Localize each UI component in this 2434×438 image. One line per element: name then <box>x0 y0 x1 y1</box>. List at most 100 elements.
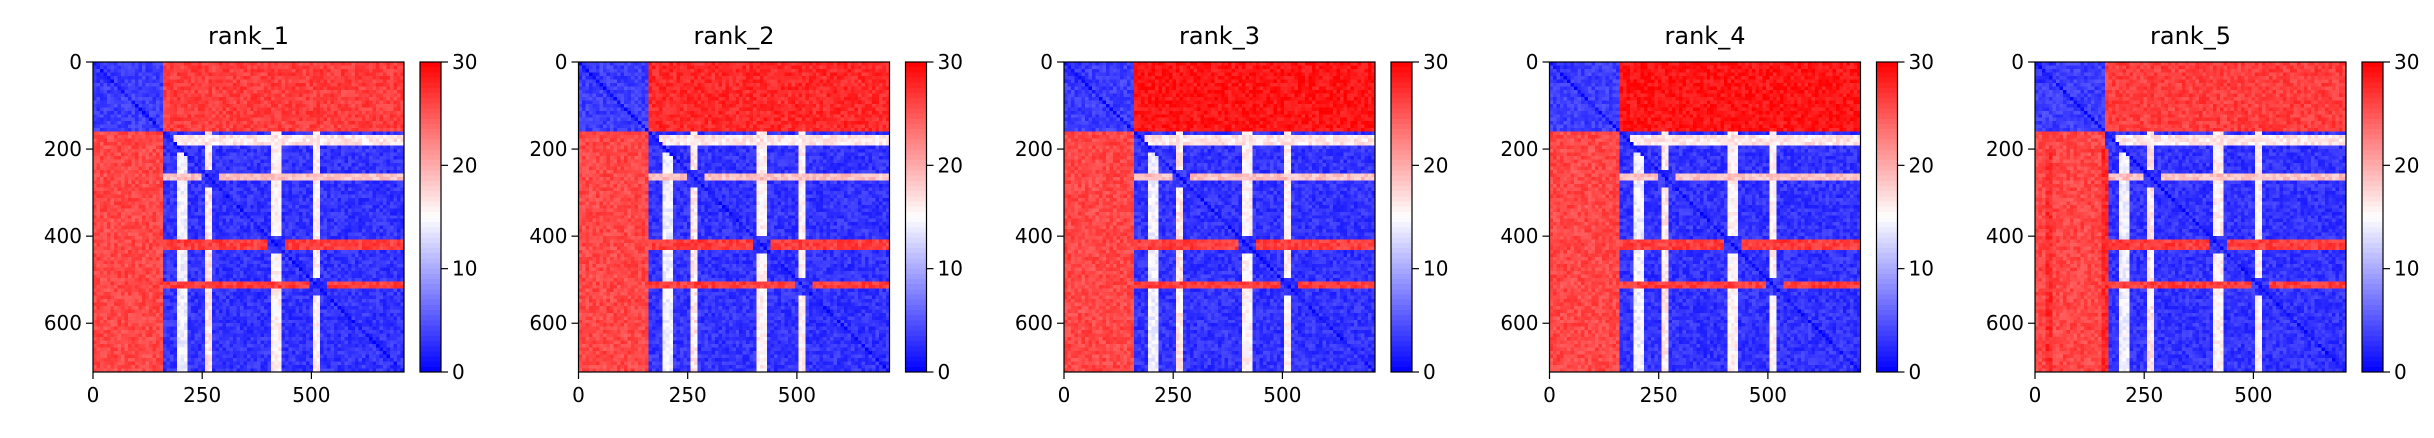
heatmap-cell <box>260 218 265 223</box>
heatmap-cell <box>124 107 129 112</box>
heatmap-cell <box>372 131 377 136</box>
heatmap-cell <box>365 208 370 213</box>
heatmap-cell <box>351 142 356 147</box>
heatmap-cell <box>299 222 304 227</box>
heatmap-cell <box>271 218 276 223</box>
heatmap-cell <box>148 68 153 74</box>
heatmap-cell <box>117 79 122 84</box>
heatmap-cell <box>96 152 101 157</box>
heatmap-cell <box>96 100 101 105</box>
heatmap-cell <box>138 218 143 223</box>
heatmap-cell <box>386 197 391 202</box>
heatmap-cell <box>124 100 129 105</box>
heatmap-cell <box>162 131 167 136</box>
heatmap-cell <box>194 176 199 182</box>
heatmap-cell <box>313 149 318 154</box>
heatmap-cell <box>120 194 126 199</box>
heatmap-cell <box>131 183 136 188</box>
heatmap-cell <box>379 96 384 101</box>
heatmap-cell <box>106 145 112 150</box>
heatmap-cell <box>162 152 167 157</box>
heatmap-cell <box>278 215 283 220</box>
heatmap-cell <box>372 246 377 251</box>
heatmap-cell <box>127 173 133 178</box>
heatmap-cell <box>285 211 290 216</box>
heatmap-cell <box>397 121 402 126</box>
heatmap-cell <box>218 232 223 237</box>
heatmap-cell <box>400 239 405 244</box>
heatmap-cell <box>159 82 164 87</box>
heatmap-cell <box>208 103 213 108</box>
heatmap-cell <box>285 114 290 119</box>
heatmap-cell <box>218 243 223 248</box>
heatmap-cell <box>225 82 230 87</box>
heatmap-cell <box>348 169 353 175</box>
heatmap-cell <box>386 204 391 209</box>
heatmap-cell <box>288 89 293 94</box>
heatmap-cell <box>316 152 321 157</box>
heatmap-cell <box>344 208 349 213</box>
heatmap-cell <box>169 180 174 185</box>
heatmap-cell <box>222 243 227 248</box>
heatmap-cell <box>148 110 153 115</box>
heatmap-cell <box>306 142 311 147</box>
heatmap-cell <box>271 100 276 105</box>
heatmap-cell <box>246 218 251 223</box>
heatmap-cell <box>372 100 377 105</box>
heatmap-cell <box>117 82 122 87</box>
heatmap-cell <box>134 246 140 251</box>
heatmap-cell <box>351 72 356 77</box>
heatmap-cell <box>383 145 388 150</box>
heatmap-cell <box>124 208 129 213</box>
heatmap-cell <box>351 110 356 115</box>
heatmap-cell <box>267 180 272 185</box>
heatmap-cell <box>316 82 321 87</box>
heatmap-cell <box>201 166 206 171</box>
heatmap-cell <box>341 96 346 101</box>
heatmap-cell <box>253 152 258 157</box>
heatmap-cell <box>379 253 384 258</box>
heatmap-cell <box>134 253 140 258</box>
heatmap-cell <box>103 239 108 244</box>
heatmap-cell <box>239 149 244 154</box>
heatmap-cell <box>271 236 276 241</box>
heatmap-cell <box>113 204 119 209</box>
heatmap-cell <box>176 82 181 87</box>
heatmap-cell <box>246 135 251 140</box>
heatmap-cell <box>103 183 108 188</box>
heatmap-cell <box>257 138 262 143</box>
heatmap-cell <box>274 176 279 182</box>
heatmap-cell <box>348 96 353 101</box>
heatmap-cell <box>232 131 237 136</box>
heatmap-cell <box>201 72 206 77</box>
heatmap-cell <box>397 250 402 255</box>
heatmap-cell <box>334 194 339 199</box>
heatmap-cell <box>190 173 195 178</box>
heatmap-cell <box>155 194 160 199</box>
heatmap-cell <box>383 107 388 112</box>
heatmap-cell <box>365 204 370 209</box>
heatmap-cell <box>369 253 374 258</box>
heatmap-cell <box>152 145 157 150</box>
heatmap-cell <box>134 156 140 161</box>
heatmap-cell <box>365 107 370 112</box>
heatmap-cell <box>166 204 171 209</box>
heatmap-cell <box>134 229 140 234</box>
heatmap-cell <box>99 246 105 251</box>
heatmap-cell <box>180 124 185 129</box>
heatmap-cell <box>124 117 129 122</box>
heatmap-cell <box>197 103 202 108</box>
heatmap-cell <box>369 218 374 223</box>
heatmap-cell <box>341 89 346 94</box>
heatmap-cell <box>124 163 129 168</box>
heatmap-cell <box>194 142 199 147</box>
heatmap-cell <box>267 183 272 188</box>
heatmap-cell <box>267 86 272 91</box>
heatmap-cell <box>176 128 181 133</box>
heatmap-cell <box>386 142 391 147</box>
heatmap-cell <box>183 107 188 112</box>
heatmap-cell <box>93 156 98 161</box>
heatmap-cell <box>201 107 206 112</box>
heatmap-cell <box>348 229 353 234</box>
heatmap-cell <box>376 159 381 164</box>
